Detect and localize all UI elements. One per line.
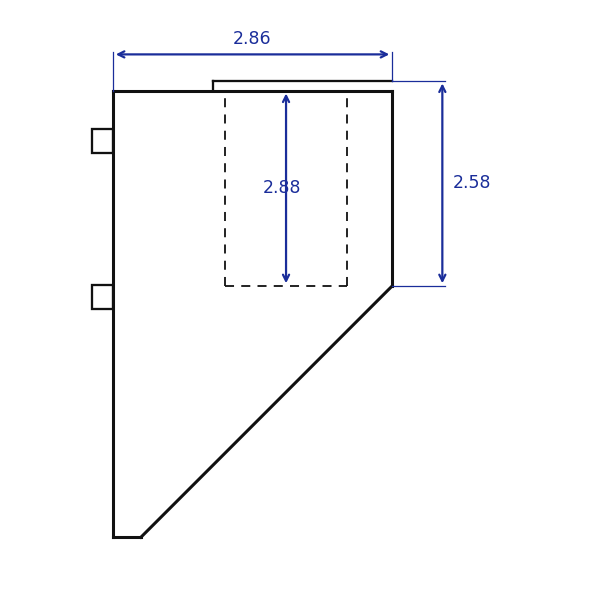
Bar (92, 286, 113, 309)
Text: 2.58: 2.58 (452, 175, 491, 193)
Text: 2.86: 2.86 (233, 29, 272, 47)
Text: 2.88: 2.88 (262, 179, 301, 197)
Bar (92, 129, 113, 152)
